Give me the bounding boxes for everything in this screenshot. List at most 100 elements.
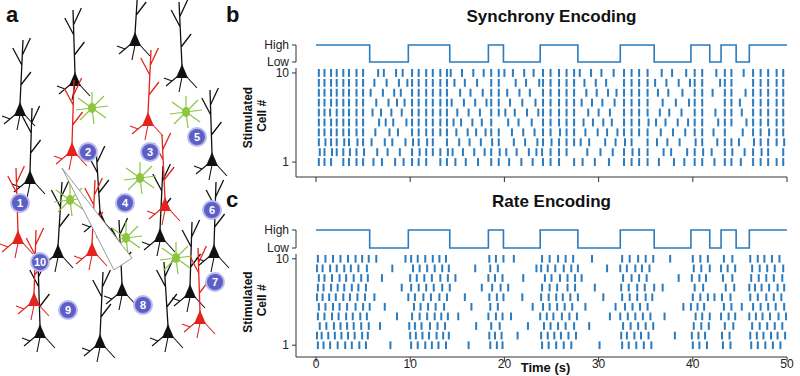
spike: [558, 148, 560, 156]
stimulation-site: [206, 273, 224, 291]
spike: [445, 255, 447, 263]
spike: [779, 341, 781, 349]
spike: [405, 118, 407, 126]
spike: [365, 341, 367, 349]
spike: [558, 69, 560, 77]
site-number: 7: [212, 276, 218, 288]
spike: [670, 148, 672, 156]
spike: [695, 138, 697, 146]
spike: [348, 158, 350, 166]
pyramidal-neuron: [117, 0, 150, 60]
spike: [752, 118, 754, 126]
y-tick-label: 1: [282, 338, 289, 352]
spike: [459, 89, 461, 97]
spike: [769, 313, 771, 321]
spike: [767, 69, 769, 77]
spike-group: [316, 255, 787, 349]
spike: [661, 69, 663, 77]
spike: [679, 138, 681, 146]
spike: [766, 322, 768, 330]
spike: [441, 284, 443, 292]
spike: [550, 79, 552, 87]
spike: [724, 148, 726, 156]
spike: [389, 341, 391, 349]
spike: [583, 79, 585, 87]
spike: [566, 79, 568, 87]
spike: [489, 265, 491, 273]
spike: [559, 128, 561, 136]
spike: [460, 118, 462, 126]
spike: [770, 332, 772, 340]
apical-dendrite: [202, 88, 222, 154]
spike: [411, 89, 413, 97]
spike: [631, 138, 633, 146]
spike: [743, 69, 745, 77]
spike: [495, 255, 497, 263]
spike: [487, 274, 489, 282]
spike: [385, 118, 387, 126]
spike: [343, 138, 345, 146]
spike: [498, 89, 500, 97]
spike: [399, 148, 401, 156]
spike: [566, 128, 568, 136]
spike: [689, 79, 691, 87]
spike: [596, 89, 598, 97]
spike: [573, 158, 575, 166]
x-tick-label: 30: [592, 357, 606, 371]
spike: [469, 138, 471, 146]
spike: [542, 303, 544, 311]
spike: [752, 69, 754, 77]
spike: [439, 274, 441, 282]
spike: [776, 138, 778, 146]
spike: [349, 148, 351, 156]
spike: [506, 89, 508, 97]
spike: [473, 148, 475, 156]
spike: [411, 128, 413, 136]
basal-dendrites: [22, 336, 55, 352]
spike: [462, 148, 464, 156]
interneuron: [124, 162, 156, 194]
stimulus-tick: [292, 248, 296, 249]
spike: [410, 255, 412, 263]
stimulation-site: [59, 301, 77, 319]
spike: [656, 138, 658, 146]
spike: [316, 332, 318, 340]
spike: [486, 99, 488, 107]
spike: [573, 69, 575, 77]
spike: [683, 158, 685, 166]
spike: [334, 332, 336, 340]
spike: [425, 89, 427, 97]
interneuron-dendrites: [76, 92, 108, 124]
spike: [776, 158, 778, 166]
spike: [782, 79, 784, 87]
spike: [342, 293, 344, 301]
spike: [627, 313, 629, 321]
spike: [517, 332, 519, 340]
spike: [512, 69, 514, 77]
y-tick: [292, 72, 296, 73]
diagram: 12345678910: [0, 0, 229, 362]
spike: [699, 255, 701, 263]
spike: [520, 158, 522, 166]
spike: [563, 341, 565, 349]
spike: [359, 313, 361, 321]
spike: [421, 322, 423, 330]
y-axis-label-line: Cell #: [255, 284, 269, 320]
spike: [674, 332, 676, 340]
spike: [432, 138, 434, 146]
stimulation-site: [31, 253, 49, 271]
soma: [66, 142, 78, 156]
spike: [317, 313, 319, 321]
x-axis: [296, 357, 787, 358]
spike: [316, 293, 318, 301]
spike: [410, 341, 412, 349]
spike: [542, 138, 544, 146]
spike: [437, 341, 439, 349]
spike: [684, 128, 686, 136]
spike: [732, 322, 734, 330]
spike: [426, 138, 428, 146]
spike: [752, 89, 754, 97]
spike: [623, 109, 625, 117]
spike: [605, 79, 607, 87]
spike: [731, 274, 733, 282]
